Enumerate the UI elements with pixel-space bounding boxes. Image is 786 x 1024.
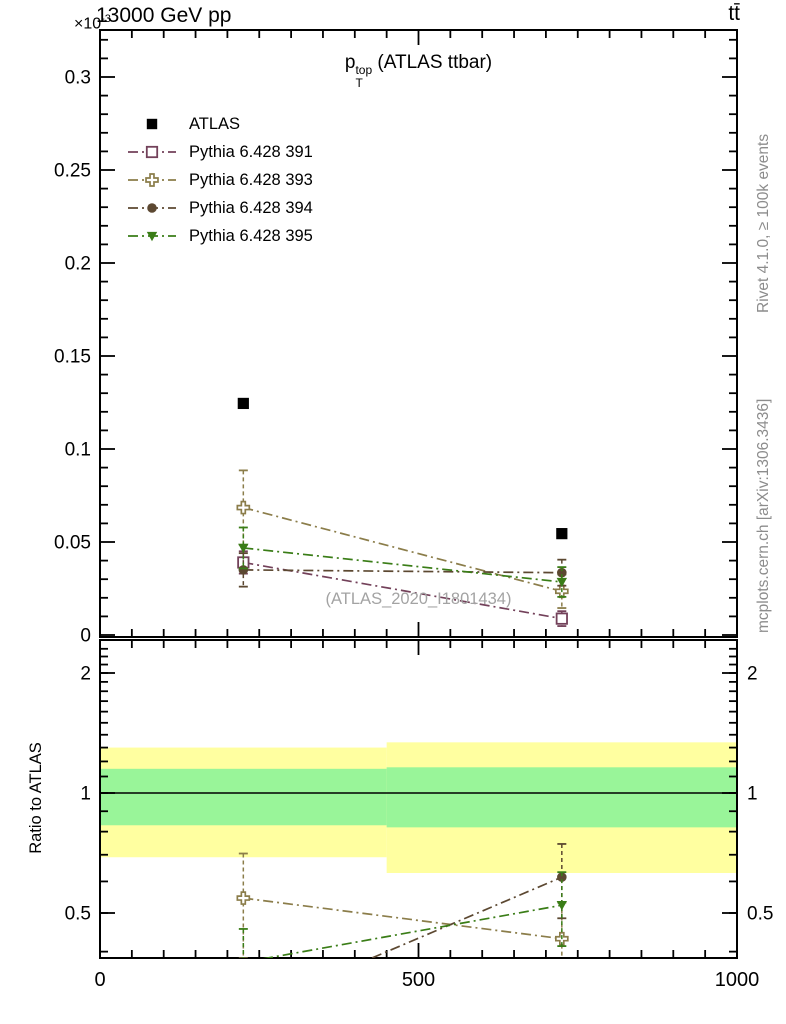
legend-item-2: Pythia 6.428 393 [128, 166, 313, 194]
green-band-segment [100, 768, 387, 826]
mcplots-arxiv-note: mcplots.cern.ch [arXiv:1306.3436] [755, 398, 772, 633]
legend-label: Pythia 6.428 391 [189, 142, 313, 161]
legend-label: Pythia 6.428 394 [189, 198, 313, 217]
tick-label: 2 [80, 664, 91, 685]
tick-label: 2 [747, 664, 758, 685]
legend-item-3: Pythia 6.428 394 [128, 194, 313, 222]
tick-label: 1000 [715, 969, 760, 991]
title-base: p [344, 52, 356, 73]
series-ratio-Pythia-6-428-395 [238, 871, 568, 958]
legend: ATLAS Pythia 6.428 391 Pythia 6.428 393 Pyt… [128, 110, 313, 250]
series-main-Pythia-6-428-395 [238, 526, 568, 598]
ratio-plot-panel [99, 639, 738, 959]
tick-label: 0.3 [65, 68, 91, 89]
ratio-y-axis-label: Ratio to ATLAS [27, 742, 45, 854]
legend-marker-circle-filled [128, 203, 176, 213]
series-main-Pythia-6-428-394 [238, 552, 567, 588]
axis-tick-labels: 0 0.05 0.1 0.15 0.2 0.25 0.3 0 500 1000 0.5 0.5 1 1 2 2 [54, 68, 773, 992]
series-ratio-Pythia-6-428-393 [236, 852, 569, 958]
watermark: (ATLAS_2020_I1801434) [325, 590, 512, 608]
axis-ticks [99, 31, 738, 957]
tick-label: 0.5 [747, 904, 773, 925]
legend-label: Pythia 6.428 395 [189, 226, 313, 245]
tick-label: 0.5 [65, 904, 91, 925]
main-plot-panel [99, 29, 738, 638]
legend-item-1: Pythia 6.428 391 [128, 138, 313, 166]
tick-label: 0.15 [54, 347, 91, 368]
tick-label: 1 [80, 784, 91, 805]
title-suffix: (ATLAS ttbar) [372, 52, 493, 73]
green-band-segment [386, 767, 737, 828]
panel-borders [99, 29, 738, 959]
legend-label: Pythia 6.428 393 [189, 170, 313, 189]
tick-label: 1 [747, 784, 758, 805]
tick-label: 0.05 [54, 533, 91, 554]
tick-label: 0.1 [65, 440, 91, 461]
tick-label: 0.2 [65, 254, 91, 275]
title-subscript: T [355, 75, 363, 90]
ratio-uncertainty-bands [100, 742, 737, 873]
legend-item-0: ATLAS [128, 110, 313, 138]
tick-label: 0.25 [54, 161, 91, 182]
multiplier-exponent: -3 [101, 13, 111, 25]
legend-marker-square-open [128, 145, 176, 159]
legend-marker-square-filled [146, 118, 158, 130]
legend-item-4: Pythia 6.428 395 [128, 222, 313, 250]
legend-label: ATLAS [189, 114, 241, 133]
legend-marker-triangle-down-filled [128, 231, 176, 242]
title-subsup: top T [355, 64, 372, 89]
series-main-Pythia-6-428-391 [237, 550, 568, 627]
y-axis-multiplier: ×10-3 [74, 13, 111, 33]
series-main-ATLAS [237, 397, 568, 540]
legend-marker-cross-open [128, 173, 176, 187]
series-main-Pythia-6-428-393 [236, 469, 569, 609]
tick-label: 0 [80, 626, 91, 647]
tick-label: 0 [94, 969, 105, 991]
rivet-version-note: Rivet 4.1.0, ≥ 100k events [755, 133, 772, 313]
tick-label: 500 [402, 969, 435, 991]
beam-energy-label: 13000 GeV pp [96, 4, 232, 27]
plot-title: p top T (ATLAS ttbar) [100, 52, 737, 89]
process-label: tt̄ [728, 2, 740, 25]
multiplier-base: ×10 [74, 15, 102, 33]
title-superscript: top [355, 63, 373, 77]
